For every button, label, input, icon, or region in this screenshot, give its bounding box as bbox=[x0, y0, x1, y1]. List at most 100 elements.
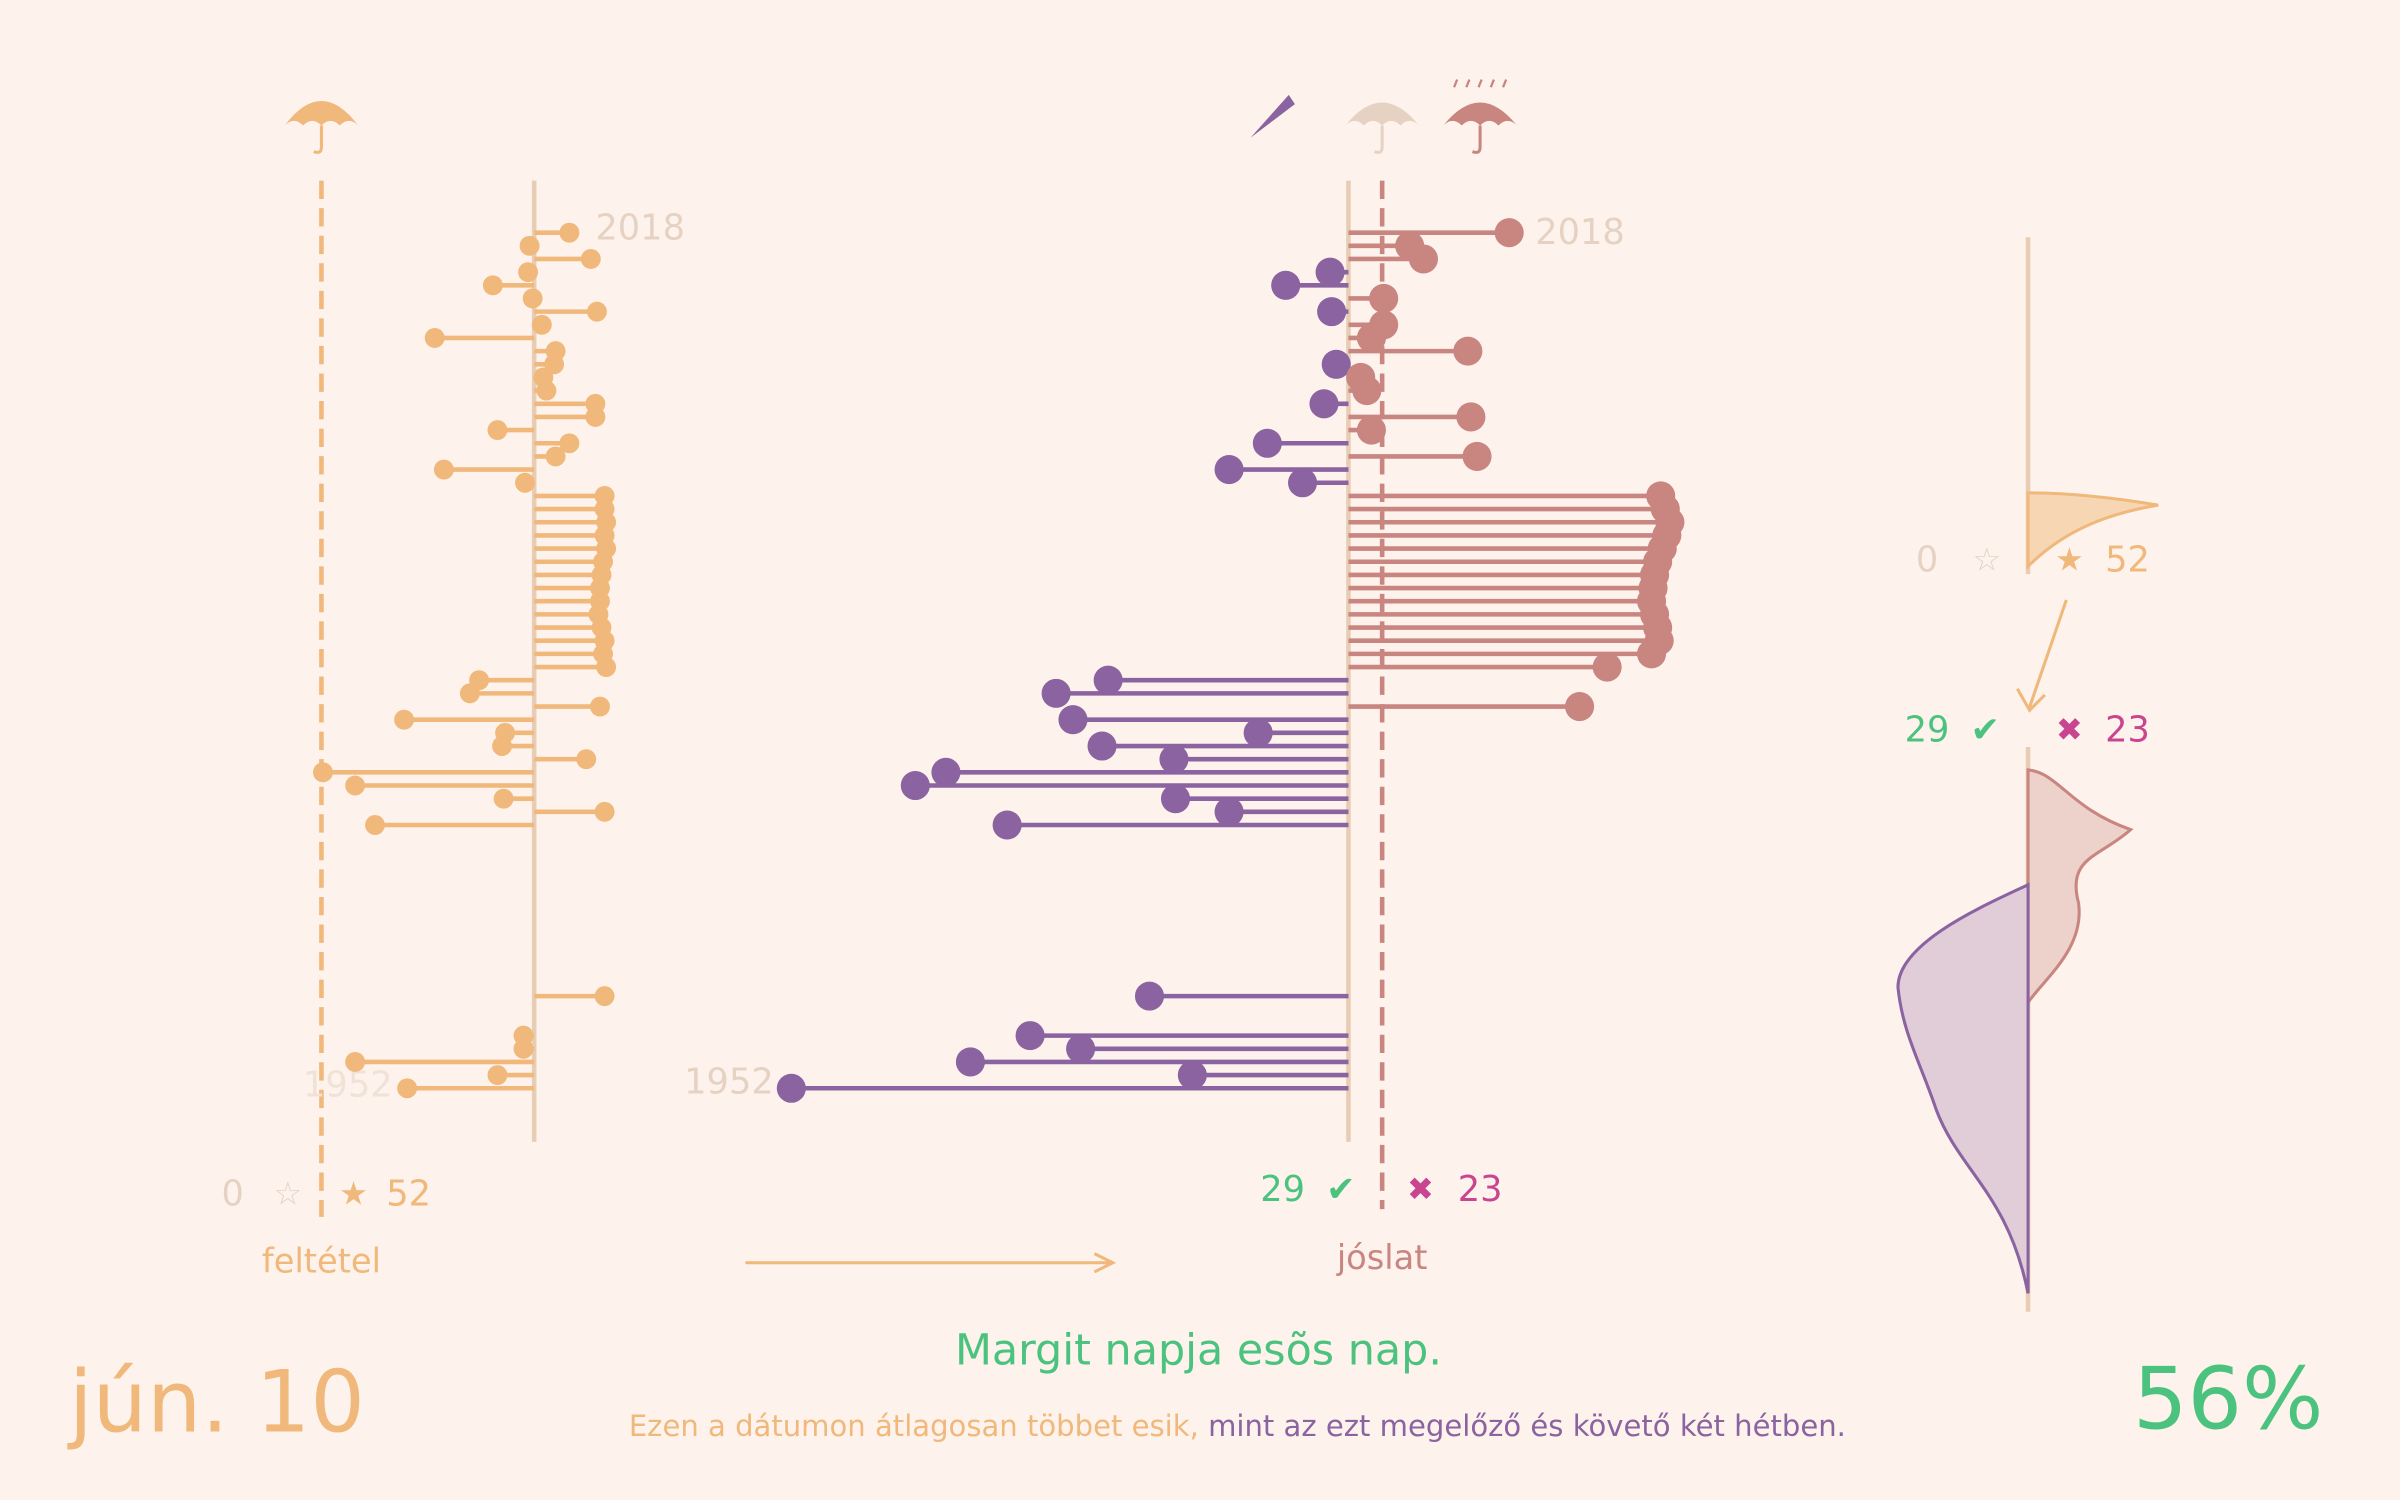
dot bbox=[1066, 1034, 1096, 1064]
dot bbox=[345, 1051, 366, 1072]
dot bbox=[365, 815, 385, 835]
dot bbox=[586, 301, 607, 322]
dot bbox=[1636, 639, 1667, 669]
year-label: 1952 bbox=[684, 1062, 774, 1103]
dot bbox=[1288, 468, 1318, 498]
dot bbox=[1214, 797, 1244, 827]
dot bbox=[544, 354, 565, 375]
dot bbox=[345, 775, 366, 796]
dot bbox=[931, 757, 961, 787]
dot bbox=[1271, 270, 1301, 300]
dot bbox=[1093, 665, 1123, 695]
count-wrong: 23 bbox=[2105, 710, 2150, 751]
count-wrong: 23 bbox=[1458, 1169, 1503, 1210]
dot bbox=[1321, 349, 1351, 379]
headline: Margit napja esõs nap. bbox=[955, 1326, 1442, 1376]
dot bbox=[576, 749, 597, 770]
dot bbox=[536, 380, 557, 401]
symbol: ✔ bbox=[1970, 710, 1999, 751]
dot bbox=[493, 788, 514, 809]
dot bbox=[559, 433, 580, 454]
dot bbox=[313, 762, 333, 783]
dot bbox=[1159, 744, 1189, 774]
subtitle: Ezen a dátumon átlagosan többet esik, mi… bbox=[629, 1409, 1846, 1443]
dot bbox=[900, 770, 930, 801]
dot bbox=[1356, 323, 1386, 353]
density-condition bbox=[2026, 491, 2159, 571]
umbrella-icon bbox=[284, 101, 359, 154]
dot bbox=[776, 1073, 806, 1103]
dot bbox=[580, 249, 601, 269]
year-label: 2018 bbox=[1535, 212, 1625, 253]
dot bbox=[1494, 218, 1524, 248]
subtitle-part: mint az ezt megelőző és követő két hétbe… bbox=[1208, 1409, 1846, 1443]
dot bbox=[1087, 731, 1117, 761]
dot bbox=[433, 459, 454, 480]
dot bbox=[1356, 415, 1386, 445]
count-correct: 29 bbox=[1905, 710, 1950, 751]
dot bbox=[1252, 428, 1282, 458]
date: jún. 10 bbox=[67, 1353, 365, 1453]
dot bbox=[1369, 283, 1399, 314]
dot bbox=[590, 696, 610, 717]
dot bbox=[1565, 691, 1595, 722]
dot bbox=[487, 1065, 508, 1086]
subtitle-part: Ezen a dátumon átlagosan többet esik, bbox=[629, 1409, 1199, 1443]
count-high: 52 bbox=[386, 1173, 431, 1214]
dot bbox=[522, 288, 543, 309]
dot bbox=[1315, 257, 1345, 287]
dot bbox=[519, 235, 540, 256]
dot bbox=[559, 222, 580, 243]
panel-title: jóslat bbox=[1336, 1238, 1428, 1277]
dot bbox=[518, 262, 539, 283]
density-rain bbox=[2026, 768, 2134, 1008]
rain-umbrella-icon bbox=[1443, 79, 1517, 154]
percent: 56% bbox=[2133, 1350, 2323, 1450]
dot bbox=[459, 683, 480, 704]
count-high: 52 bbox=[2105, 540, 2150, 581]
panel-title: feltétel bbox=[262, 1241, 381, 1280]
dot bbox=[1041, 678, 1071, 708]
dot bbox=[515, 472, 535, 493]
dot bbox=[992, 810, 1022, 840]
dot bbox=[397, 1078, 418, 1099]
dot bbox=[545, 446, 566, 467]
dot bbox=[1453, 336, 1483, 366]
dot bbox=[594, 801, 615, 822]
dot bbox=[1015, 1021, 1045, 1051]
density-dry bbox=[1896, 882, 2030, 1294]
symbol: ☆ bbox=[273, 1174, 302, 1212]
count-correct: 29 bbox=[1260, 1169, 1305, 1210]
dot bbox=[1309, 389, 1339, 419]
dot bbox=[394, 709, 415, 730]
arrow bbox=[745, 1252, 1117, 1274]
symbol: ✖ bbox=[2056, 711, 2083, 749]
symbol: ★ bbox=[2055, 541, 2084, 579]
dot bbox=[585, 406, 606, 427]
symbol: ★ bbox=[339, 1174, 368, 1212]
dot bbox=[487, 420, 508, 441]
year-label: 1952 bbox=[303, 1065, 393, 1106]
dot bbox=[492, 736, 512, 756]
dot bbox=[482, 275, 503, 296]
dot bbox=[424, 328, 445, 348]
dot bbox=[596, 657, 617, 677]
arrow bbox=[2016, 599, 2068, 713]
marks bbox=[313, 218, 1685, 1103]
dot bbox=[1058, 705, 1088, 735]
dot bbox=[1352, 376, 1382, 406]
dot bbox=[1243, 718, 1273, 748]
dot bbox=[594, 986, 615, 1007]
dot bbox=[1456, 402, 1486, 432]
dot bbox=[1408, 244, 1439, 274]
dot bbox=[531, 314, 552, 335]
dot bbox=[1592, 652, 1622, 682]
dot bbox=[1134, 981, 1165, 1011]
symbol: ☆ bbox=[1972, 541, 2001, 579]
symbol: ✖ bbox=[1407, 1170, 1434, 1208]
umbrella-icon bbox=[1345, 102, 1419, 154]
dot bbox=[1317, 297, 1347, 327]
